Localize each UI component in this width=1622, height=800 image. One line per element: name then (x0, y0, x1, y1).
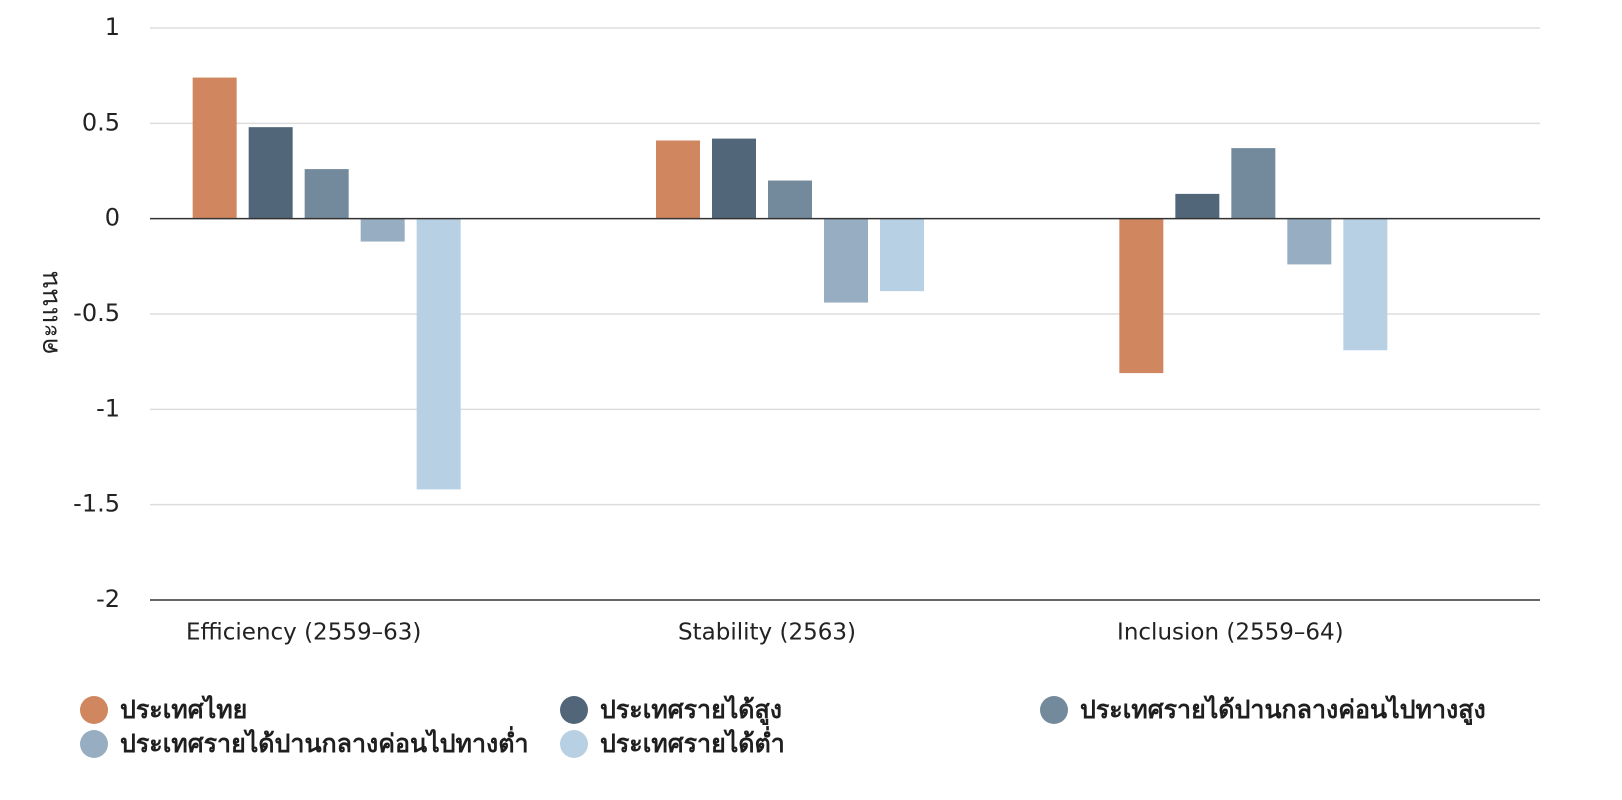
x-category-label: Inclusion (2559–64) (1117, 620, 1344, 646)
bar (192, 77, 237, 219)
bar (824, 218, 868, 303)
x-category-label: Efficiency (2559–63) (186, 620, 421, 646)
y-tick-label: 0 (105, 204, 120, 232)
x-category-label: Stability (2563) (678, 620, 856, 646)
y-tick-label: -1.5 (73, 490, 120, 518)
bars (192, 77, 1388, 490)
bar (1287, 218, 1332, 265)
bar (656, 140, 700, 219)
bar (880, 218, 924, 292)
bar (416, 218, 461, 490)
y-tick-label: 0.5 (82, 108, 120, 136)
bar (360, 218, 405, 242)
bar (1175, 193, 1220, 219)
y-tick-label: -0.5 (73, 299, 120, 327)
bar (768, 180, 812, 219)
y-tick-label: 1 (105, 13, 120, 41)
y-axis-ticks: 1 0.5 0 -0.5 -1 -1.5 -2 (73, 13, 120, 613)
y-tick-label: -2 (96, 585, 120, 613)
axes (150, 217, 1540, 601)
bar (1119, 218, 1164, 374)
x-axis-categories: Efficiency (2559–63) Stability (2563) Incl… (186, 620, 1344, 646)
bar (248, 127, 293, 219)
y-tick-label: -1 (96, 394, 120, 422)
bar (712, 138, 756, 219)
grid-lines (150, 27, 1540, 506)
bar (1343, 218, 1388, 351)
bar (1231, 148, 1276, 219)
y-axis-label: คะแนน (35, 271, 65, 355)
bar (304, 169, 349, 219)
